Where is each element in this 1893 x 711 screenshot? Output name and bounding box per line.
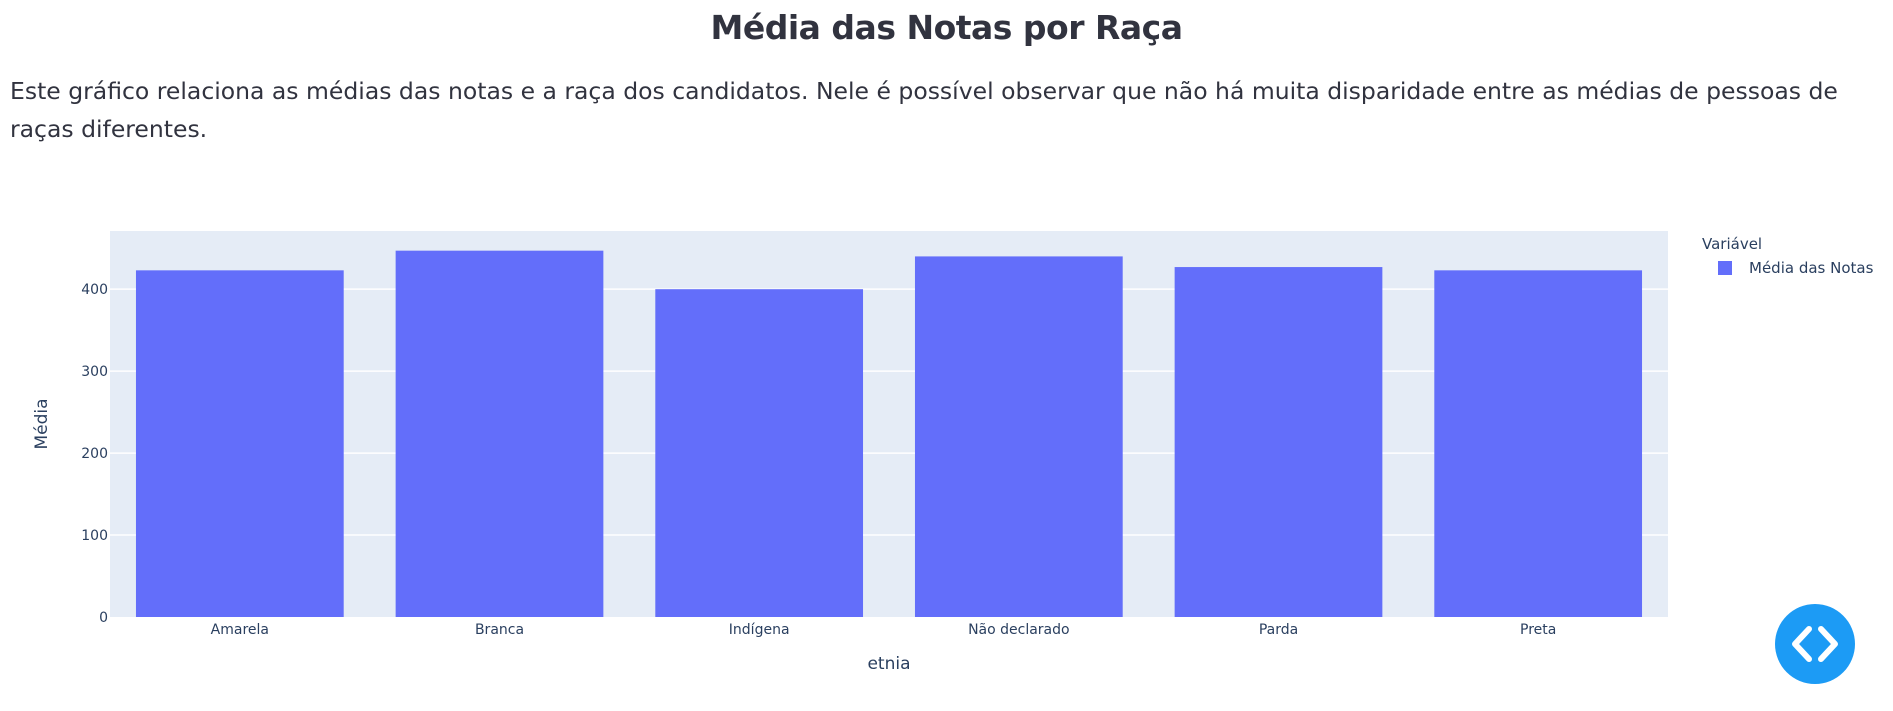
legend-title: Variável: [1702, 235, 1762, 253]
x-tick-label: Parda: [1259, 622, 1298, 638]
bar[interactable]: [655, 289, 864, 617]
bar[interactable]: [1174, 267, 1383, 617]
bar-chart: 0 100 200 300 400 Amarela Branca Indígena Não d…: [32, 231, 1874, 674]
y-tick-label: 200: [81, 446, 108, 462]
x-tick-label: Amarela: [211, 622, 269, 638]
legend-swatch: [1718, 261, 1732, 275]
gridlines: [110, 288, 1668, 536]
legend-label: Média das Notas: [1749, 259, 1874, 277]
x-tick-label: Preta: [1520, 622, 1556, 638]
bar[interactable]: [395, 250, 604, 617]
legend-item[interactable]: Média das Notas: [1718, 259, 1874, 277]
code-brackets-icon: [1792, 626, 1838, 662]
code-toggle-button[interactable]: [1775, 604, 1855, 684]
y-tick-label: 100: [81, 528, 108, 544]
x-axis-title: etnia: [867, 654, 910, 674]
y-tick-label: 400: [81, 282, 108, 298]
plot-area: [110, 231, 1668, 617]
bar[interactable]: [1434, 270, 1643, 617]
bars: [135, 250, 1643, 617]
chart-description: Este gráfico relaciona as médias das not…: [10, 77, 1838, 143]
y-tick-label: 0: [99, 610, 108, 626]
x-tick-label: Branca: [475, 622, 524, 638]
bar[interactable]: [135, 270, 344, 617]
x-tick-label: Não declarado: [968, 622, 1070, 638]
page-title: Média das Notas por Raça: [710, 8, 1183, 47]
x-axis-ticks: Amarela Branca Indígena Não declarado Parda P…: [211, 622, 1557, 638]
x-tick-label: Indígena: [729, 622, 790, 638]
y-axis-ticks: 0 100 200 300 400: [81, 282, 108, 626]
bar[interactable]: [914, 256, 1123, 617]
y-tick-label: 300: [81, 364, 108, 380]
y-axis-title: Média: [32, 398, 52, 449]
